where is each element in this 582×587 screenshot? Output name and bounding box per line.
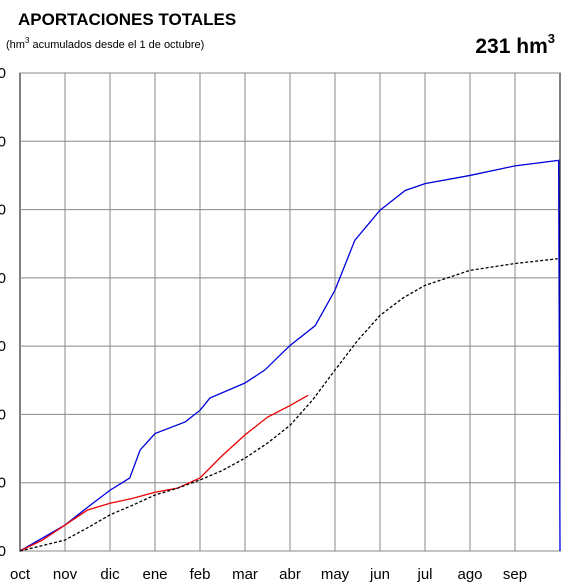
x-tick-label: sep xyxy=(503,566,527,583)
y-tick-label: 0 xyxy=(0,133,6,150)
x-tick-label: ene xyxy=(142,566,167,583)
series-line xyxy=(19,394,309,552)
y-tick-label: 0 xyxy=(0,202,6,219)
chart-title: APORTACIONES TOTALES xyxy=(18,10,236,29)
y-tick-label: 0 xyxy=(0,543,6,560)
total-label: 231 hm3 xyxy=(475,31,555,58)
y-tick-label: 0 xyxy=(0,475,6,492)
x-tick-label: nov xyxy=(53,566,78,583)
x-tick-label: feb xyxy=(190,566,211,583)
x-tick-label: may xyxy=(321,566,350,583)
x-tick-label: abr xyxy=(279,566,301,583)
series-line xyxy=(19,258,558,552)
x-tick-label: dic xyxy=(100,566,120,583)
subtitle-text: (hm xyxy=(6,39,25,51)
x-tick-label: oct xyxy=(10,566,31,583)
x-tick-label: ago xyxy=(457,566,482,583)
subtitle-text: acumulados desde el 1 de octubre) xyxy=(29,39,204,51)
chart-subtitle: (hm3 acumulados desde el 1 de octubre) xyxy=(6,36,204,51)
y-tick-label: 0 xyxy=(0,338,6,355)
x-tick-label: jul xyxy=(416,566,432,583)
subtitle-sup: 3 xyxy=(25,36,30,45)
total-value: 231 xyxy=(475,35,510,58)
x-tick-label: jun xyxy=(369,566,390,583)
y-tick-label: 0 xyxy=(0,406,6,423)
total-unit: hm xyxy=(516,35,548,58)
y-tick-label: 0 xyxy=(0,270,6,287)
y-tick-label: 0 xyxy=(0,65,6,82)
x-tick-label: mar xyxy=(232,566,258,583)
series-line xyxy=(19,159,561,552)
total-sup: 3 xyxy=(548,31,555,46)
